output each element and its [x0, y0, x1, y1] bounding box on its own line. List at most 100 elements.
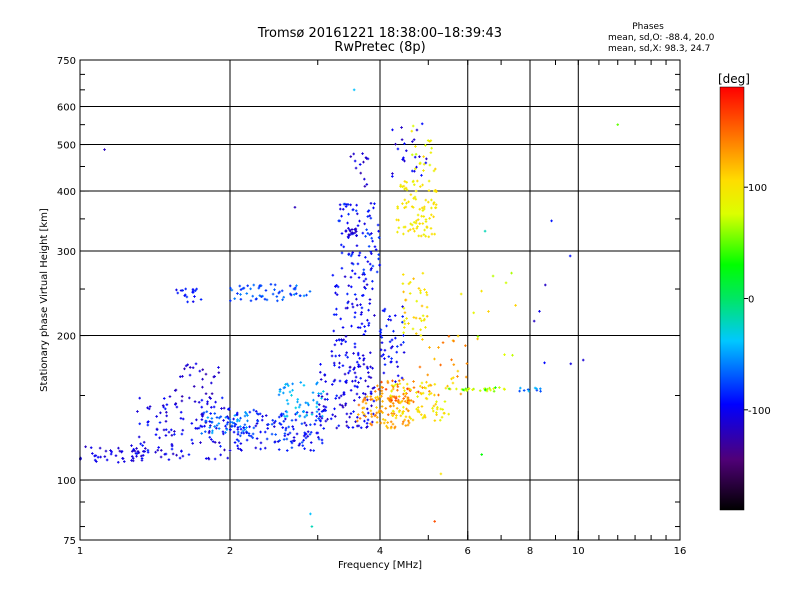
data-point [254, 297, 258, 301]
data-point [260, 295, 263, 298]
data-point [371, 387, 375, 390]
data-point [380, 389, 384, 393]
data-point [357, 363, 360, 367]
data-point [285, 449, 289, 452]
data-point [337, 219, 341, 223]
data-point [317, 408, 321, 411]
data-point [209, 412, 212, 415]
data-point [322, 404, 326, 408]
data-point [411, 140, 414, 143]
data-point [231, 421, 234, 424]
data-point [396, 365, 400, 368]
data-point [413, 169, 416, 173]
data-point [403, 142, 406, 146]
data-point [379, 395, 382, 398]
data-point [405, 317, 408, 320]
data-point [233, 297, 236, 300]
data-point [226, 456, 230, 460]
data-point [146, 448, 150, 452]
data-point [438, 418, 442, 422]
data-point [407, 419, 410, 423]
data-point [417, 234, 421, 238]
data-point [200, 412, 204, 416]
data-point [146, 406, 149, 410]
data-point [255, 412, 259, 415]
data-point [369, 390, 373, 394]
data-point [341, 364, 345, 367]
data-point [281, 298, 284, 302]
data-point [130, 444, 133, 447]
data-point [273, 440, 277, 444]
data-point [425, 305, 429, 309]
data-point [338, 403, 342, 407]
data-point [276, 440, 280, 443]
data-point [186, 300, 189, 304]
data-point [405, 382, 409, 386]
data-point [278, 421, 282, 425]
data-point [492, 387, 495, 391]
data-point [235, 438, 239, 441]
data-point [343, 275, 347, 278]
data-point [424, 386, 428, 390]
data-point [357, 403, 361, 407]
data-point [340, 339, 344, 343]
data-point [264, 414, 268, 417]
data-point [435, 413, 438, 417]
data-point [504, 281, 508, 285]
data-point [427, 179, 431, 183]
data-point [539, 387, 542, 391]
data-point [271, 418, 275, 422]
data-point [341, 207, 345, 211]
data-point [391, 409, 395, 413]
data-point [402, 397, 405, 400]
data-point [211, 429, 214, 433]
data-point [389, 396, 393, 400]
data-point [103, 148, 106, 151]
data-point [346, 235, 350, 239]
data-point [425, 293, 429, 297]
data-point [319, 370, 322, 374]
data-point [267, 423, 270, 426]
data-point [344, 353, 348, 357]
data-point [403, 418, 407, 422]
data-point [351, 251, 355, 254]
data-point [366, 367, 369, 370]
data-point [349, 155, 353, 158]
data-point [350, 228, 354, 231]
x-tick-label: 10 [572, 546, 585, 557]
data-point [396, 230, 399, 234]
data-point [415, 299, 419, 303]
data-point [287, 425, 291, 429]
data-point [395, 407, 399, 410]
data-point [110, 450, 113, 454]
data-point [323, 374, 327, 377]
data-point [373, 314, 376, 317]
data-point [317, 417, 320, 420]
data-point [320, 438, 324, 442]
axes: 1 2 4 6 8 10 16 75 100 200 300 400 500 600 750 Frequenc… [39, 56, 686, 571]
data-point [251, 436, 255, 440]
data-point [366, 385, 370, 388]
data-point [154, 433, 158, 436]
data-point [212, 405, 216, 409]
data-point [394, 336, 397, 340]
data-point [364, 156, 368, 159]
data-point [381, 411, 384, 414]
data-point [409, 399, 413, 402]
data-point [393, 314, 397, 317]
data-point [544, 283, 547, 287]
data-point [285, 410, 289, 414]
data-point [346, 355, 349, 359]
data-point [404, 415, 408, 419]
data-point [366, 318, 369, 322]
data-point [303, 421, 307, 425]
data-point [271, 292, 275, 296]
data-point [311, 391, 315, 394]
data-point [274, 433, 277, 436]
data-point [320, 410, 324, 413]
data-point [235, 419, 239, 423]
data-point [356, 262, 360, 266]
data-point [159, 455, 163, 459]
data-point [402, 351, 406, 354]
